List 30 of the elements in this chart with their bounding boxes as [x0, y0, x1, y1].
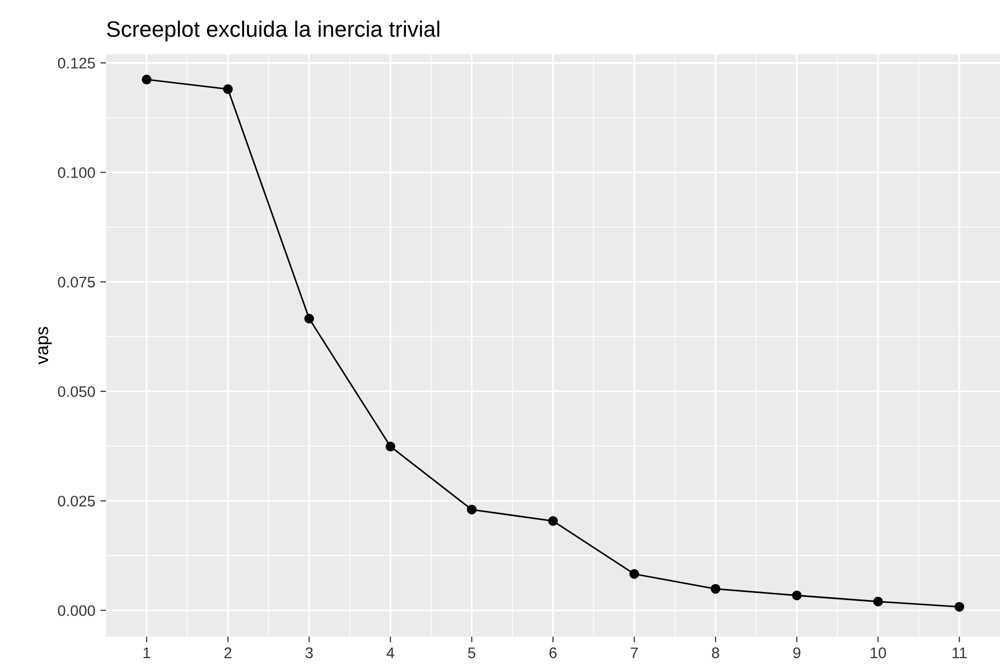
point — [304, 314, 314, 324]
x-tick-label: 2 — [224, 647, 232, 658]
x-tick-label: 10 — [870, 647, 886, 658]
x-tick-label: 1 — [144, 648, 150, 658]
x-tick-label: 11 — [952, 648, 967, 658]
chart-title: Screeplot excluida la inercia trivial — [107, 20, 440, 42]
x-tick-label: 8 — [712, 647, 720, 658]
point — [629, 569, 640, 579]
y-axis-title: vaps — [38, 326, 52, 364]
x-tick-label: 9 — [793, 647, 800, 658]
x-tick-label: 5 — [468, 648, 476, 658]
y-tick-label: 0.125 — [58, 58, 95, 69]
y-tick-label: 0.050 — [58, 386, 95, 398]
point — [954, 602, 964, 612]
x-tick-label: 7 — [630, 648, 638, 658]
point — [710, 584, 720, 594]
x-tick-label: 6 — [550, 647, 557, 658]
point — [223, 84, 233, 94]
y-tick-label: 0.000 — [58, 605, 95, 616]
point — [548, 516, 558, 526]
point — [386, 442, 396, 452]
x-tick-label: 3 — [306, 647, 313, 658]
y-tick-label: 0.025 — [58, 496, 95, 507]
x-tick-label: 4 — [386, 648, 394, 658]
y-tick-label: 0.100 — [58, 167, 95, 178]
y-tick-label: 0.075 — [58, 276, 95, 288]
point — [873, 596, 883, 606]
point — [792, 590, 802, 600]
point — [466, 504, 477, 514]
point — [142, 74, 152, 84]
